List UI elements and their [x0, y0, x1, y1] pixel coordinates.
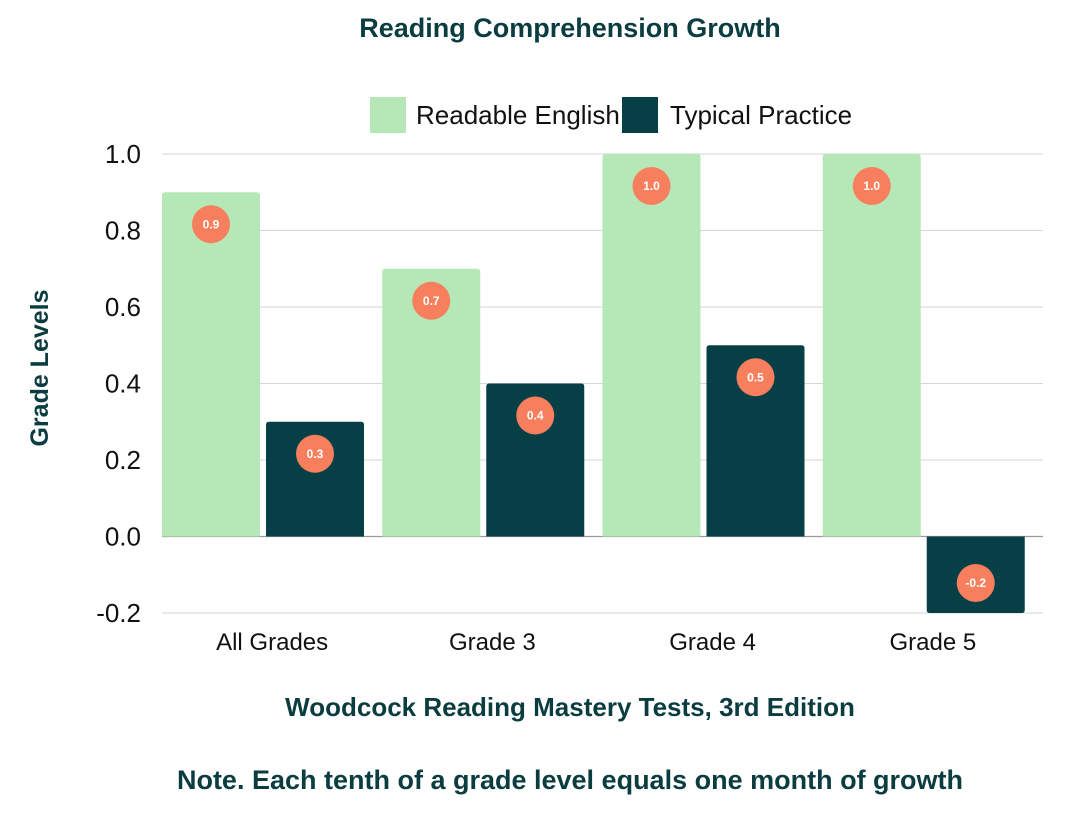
y-axis-label: Grade Levels [26, 289, 54, 446]
chart-title: Reading Comprehension Growth [359, 13, 781, 43]
legend-swatch [622, 97, 658, 133]
data-label-badge [412, 281, 451, 320]
bar [162, 192, 260, 537]
y-tick-label: 0.8 [105, 216, 141, 246]
x-tick-label: Grade 5 [890, 629, 977, 656]
bar [706, 345, 805, 537]
data-label-badge [296, 434, 334, 473]
data-label-badge [516, 396, 555, 435]
x-tick-labels: All Grades Grade 3 Grade 4 Grade 5 [216, 629, 976, 656]
y-tick-label: 0.2 [105, 445, 141, 475]
data-labels: 0.9 0.3 0.7 0.4 1.0 0.5 1.0 -0.2 [192, 167, 995, 602]
data-label-badge [632, 167, 671, 205]
data-label: 0.9 [203, 217, 220, 231]
bar [382, 268, 481, 537]
bar [486, 383, 585, 537]
data-label-badge [956, 564, 995, 602]
y-tick-label: 0.4 [105, 369, 141, 399]
y-tick-label: -0.2 [96, 598, 141, 628]
y-tick-label: 1.0 [105, 139, 141, 169]
data-label-badge [192, 205, 230, 244]
x-tick-label: Grade 3 [449, 629, 536, 656]
data-label: 1.0 [863, 179, 880, 193]
data-label-badge [736, 358, 775, 397]
bars [162, 154, 1025, 613]
x-tick-label: Grade 4 [669, 629, 756, 656]
legend: Readable English Typical Practice [370, 97, 852, 133]
data-label: 0.3 [307, 447, 324, 461]
x-tick-label: All Grades [216, 629, 328, 656]
data-label: 0.7 [423, 294, 440, 308]
legend-label: Typical Practice [670, 100, 852, 130]
y-tick-labels: 1.0 0.8 0.6 0.4 0.2 0.0 -0.2 [96, 139, 141, 628]
bar [266, 421, 364, 537]
chart-note: Note. Each tenth of a grade level equals… [177, 765, 963, 795]
x-axis-label: Woodcock Reading Mastery Tests, 3rd Edit… [285, 692, 855, 722]
data-label-badge [852, 167, 891, 205]
data-label: -0.2 [965, 576, 986, 590]
data-label: 0.4 [527, 409, 544, 423]
legend-label: Readable English [416, 100, 620, 130]
y-tick-label: 0.6 [105, 292, 141, 322]
data-label: 1.0 [643, 179, 660, 193]
bar [822, 154, 921, 537]
y-tick-label: 0.0 [105, 522, 141, 552]
data-label: 0.5 [747, 370, 764, 384]
legend-swatch [370, 97, 406, 133]
bar [602, 154, 701, 537]
